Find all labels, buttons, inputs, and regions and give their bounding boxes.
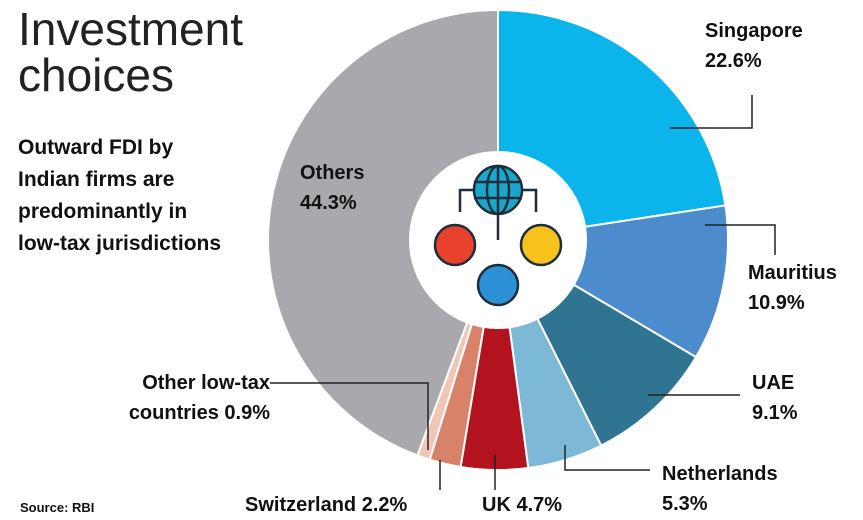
label-name: Netherlands: [662, 463, 778, 485]
leader-line: [705, 224, 776, 255]
label-value: 4.7%: [516, 494, 563, 516]
slice-label: UK 4.7%: [482, 490, 602, 520]
slice: [267, 8, 499, 457]
slice-label: Switzerland 2.2%: [245, 490, 445, 520]
slice-label: UAE 9.1%: [752, 368, 832, 428]
label-name: Mauritius: [748, 262, 837, 284]
label-value: 5.3%: [662, 493, 708, 515]
source-note: Source: RBI: [20, 500, 95, 515]
label-name: Others: [300, 162, 365, 184]
label-value: 44.3%: [300, 192, 357, 214]
chart-subtitle: Outward FDI by Indian firms are predomin…: [18, 136, 222, 255]
label-name: Switzerland: [245, 494, 357, 516]
label-name: Other low-tax countries: [128, 372, 270, 424]
label-value: 0.9%: [224, 402, 270, 424]
leader-line: [270, 382, 429, 450]
label-value: 10.9%: [748, 292, 805, 314]
label-value: 9.1%: [752, 402, 798, 424]
slice: [572, 204, 729, 359]
chart-title: Investment choices: [18, 3, 243, 101]
slice-label: Others 44.3%: [300, 158, 400, 218]
label-value: 2.2%: [361, 494, 408, 516]
leader-line: [670, 95, 753, 129]
slice-label: Mauritius 10.9%: [748, 258, 858, 318]
slices: [267, 8, 729, 471]
slice-label: Other low-tax countries 0.9%: [70, 368, 270, 428]
label-value: 22.6%: [705, 50, 762, 72]
slice: [497, 8, 727, 228]
slice-label: Singapore 22.6%: [705, 16, 825, 76]
label-name: UAE: [752, 372, 795, 394]
center-icon: [433, 164, 563, 307]
label-name: Singapore: [705, 20, 803, 42]
slice-label: Netherlands 5.3%: [662, 459, 822, 519]
leader-line: [564, 445, 650, 471]
leader-lines: [270, 95, 776, 490]
label-name: UK: [482, 494, 511, 516]
